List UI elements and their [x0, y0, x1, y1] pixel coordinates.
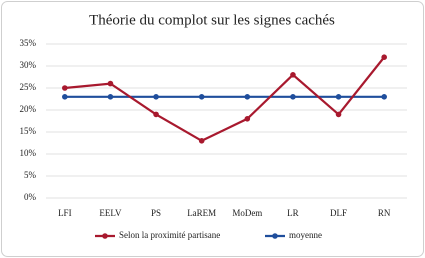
- x-tick-label: LFI: [58, 208, 72, 218]
- chart-title: Théorie du complot sur les signes cachés: [89, 12, 335, 28]
- x-tick-label: LaREM: [187, 208, 216, 218]
- y-tick-label: 35%: [20, 38, 37, 48]
- x-tick-label: RN: [378, 208, 391, 218]
- point-marker: [244, 116, 251, 122]
- x-tick-label: EELV: [99, 208, 122, 218]
- x-tick-label: LR: [287, 208, 299, 218]
- legend-label: Selon la proximité partisane: [119, 230, 220, 240]
- y-tick-label: 30%: [20, 60, 37, 70]
- point-marker: [153, 111, 159, 118]
- y-tick-label: 5%: [24, 170, 37, 180]
- point-marker: [381, 94, 387, 100]
- point-marker: [335, 94, 342, 100]
- legend-marker: [272, 233, 278, 239]
- y-tick-label: 15%: [20, 126, 37, 136]
- point-marker: [381, 54, 387, 60]
- point-marker: [290, 94, 296, 100]
- y-tick-label: 25%: [20, 82, 37, 92]
- point-marker: [153, 94, 159, 100]
- point-marker: [107, 94, 114, 100]
- series-line: [64, 56, 386, 143]
- x-tick-label: DLF: [330, 208, 347, 218]
- y-tick-label: 10%: [20, 148, 37, 158]
- point-marker: [62, 94, 68, 100]
- point-marker: [198, 138, 205, 144]
- point-marker: [244, 94, 251, 100]
- y-tick-label: 20%: [20, 104, 37, 114]
- point-marker: [107, 80, 114, 87]
- point-marker: [335, 111, 342, 118]
- x-tick-label: MoDem: [232, 208, 262, 218]
- point-marker: [290, 72, 296, 78]
- legend-marker: [102, 233, 108, 239]
- point-marker: [62, 85, 68, 91]
- x-tick-label: PS: [151, 208, 161, 218]
- legend-label: moyenne: [289, 230, 322, 240]
- point-marker: [198, 94, 205, 100]
- y-tick-label: 0%: [24, 192, 37, 202]
